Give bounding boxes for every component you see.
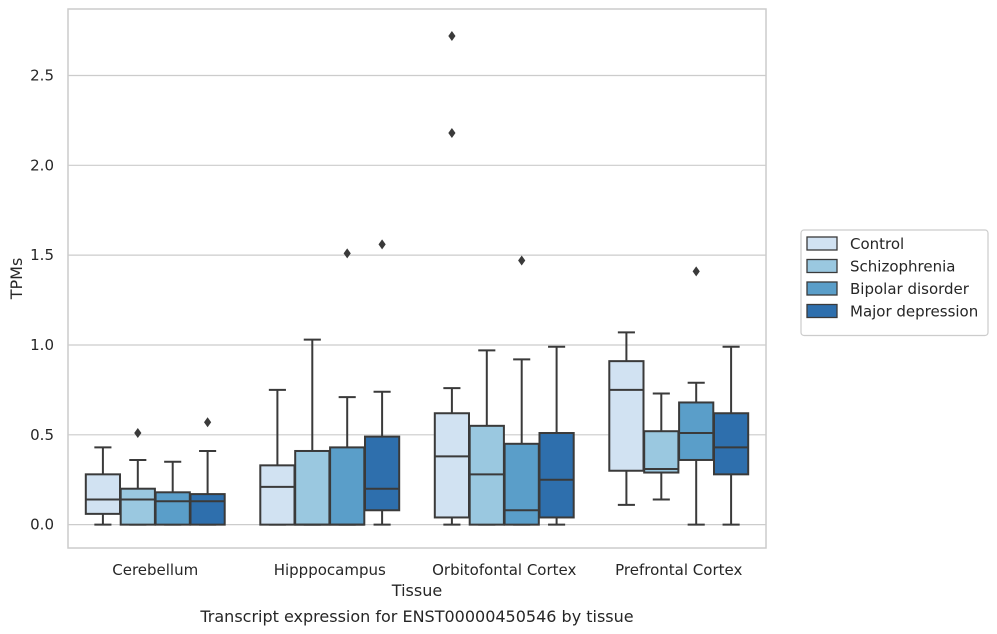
box-group: [468, 349, 505, 526]
box-group: [189, 417, 226, 526]
outlier-point: [134, 428, 142, 439]
legend-label: Control: [850, 235, 904, 253]
outlier-point: [448, 30, 456, 41]
box-group: [678, 266, 715, 526]
box: [329, 446, 366, 526]
x-tick-label: Cerebellum: [112, 561, 198, 579]
box: [712, 412, 750, 476]
box: [363, 435, 401, 512]
box-group: [294, 338, 331, 526]
outlier-point: [692, 266, 700, 277]
box: [503, 442, 540, 526]
legend: Control Schizophrenia Bipolar disorder Majo…: [800, 229, 989, 337]
x-tick-label: Hipppocampus: [274, 561, 386, 579]
x-tick-label: Orbitofontal Cortex: [432, 561, 576, 579]
plot-frame: [67, 8, 767, 549]
y-tick-label: 2.0: [30, 156, 54, 174]
legend-frame: [800, 229, 989, 337]
box: [119, 487, 156, 526]
x-axis-label: Tissue: [391, 581, 442, 600]
x-axis-ticks: Cerebellum Hipppocampus Orbitofontal Corte…: [112, 561, 742, 579]
outlier-point: [204, 417, 212, 428]
y-tick-label: 1.5: [30, 246, 54, 264]
legend-swatch: [806, 258, 838, 274]
box-group: [538, 345, 575, 526]
legend-label: Bipolar disorder: [850, 280, 970, 298]
box-group: [433, 30, 471, 526]
chart-caption: Transcript expression for ENST0000045054…: [199, 607, 633, 626]
legend-label: Major depression: [850, 303, 978, 321]
y-axis-ticks: 0.0 0.5 1.0 1.5 2.0 2.5: [30, 66, 54, 533]
box: [643, 430, 680, 474]
box: [84, 473, 122, 515]
legend-swatch: [806, 281, 838, 296]
box-group: [154, 460, 191, 526]
box-group: [503, 255, 540, 526]
outlier-point: [448, 127, 456, 138]
outlier-point: [518, 255, 526, 266]
y-tick-label: 0.5: [30, 426, 54, 444]
box-group: [643, 392, 680, 501]
box-group: [712, 345, 750, 526]
legend-label: Schizophrenia: [850, 258, 955, 276]
box: [678, 401, 715, 461]
legend-swatch: [806, 236, 838, 251]
y-tick-label: 2.5: [30, 66, 54, 84]
box: [538, 432, 575, 519]
box: [608, 360, 645, 472]
outlier-point: [343, 248, 351, 259]
outlier-point: [378, 239, 386, 250]
box-group: [363, 239, 401, 526]
box: [294, 449, 331, 526]
grid-lines: [68, 74, 766, 526]
box-group: [608, 331, 645, 506]
box: [259, 464, 296, 526]
legend-swatch: [806, 303, 838, 319]
y-tick-label: 1.0: [30, 336, 54, 354]
box-group: [84, 446, 122, 526]
x-tick-label: Prefrontal Cortex: [615, 561, 742, 579]
y-axis-label: TPMs: [7, 258, 26, 301]
box-group: [329, 248, 366, 526]
box-group: [259, 388, 296, 526]
y-tick-label: 0.0: [30, 516, 54, 534]
box: [433, 412, 471, 519]
box-plot-area: [84, 30, 750, 526]
box: [189, 493, 226, 526]
box: [154, 491, 191, 526]
box-group: [119, 428, 156, 526]
